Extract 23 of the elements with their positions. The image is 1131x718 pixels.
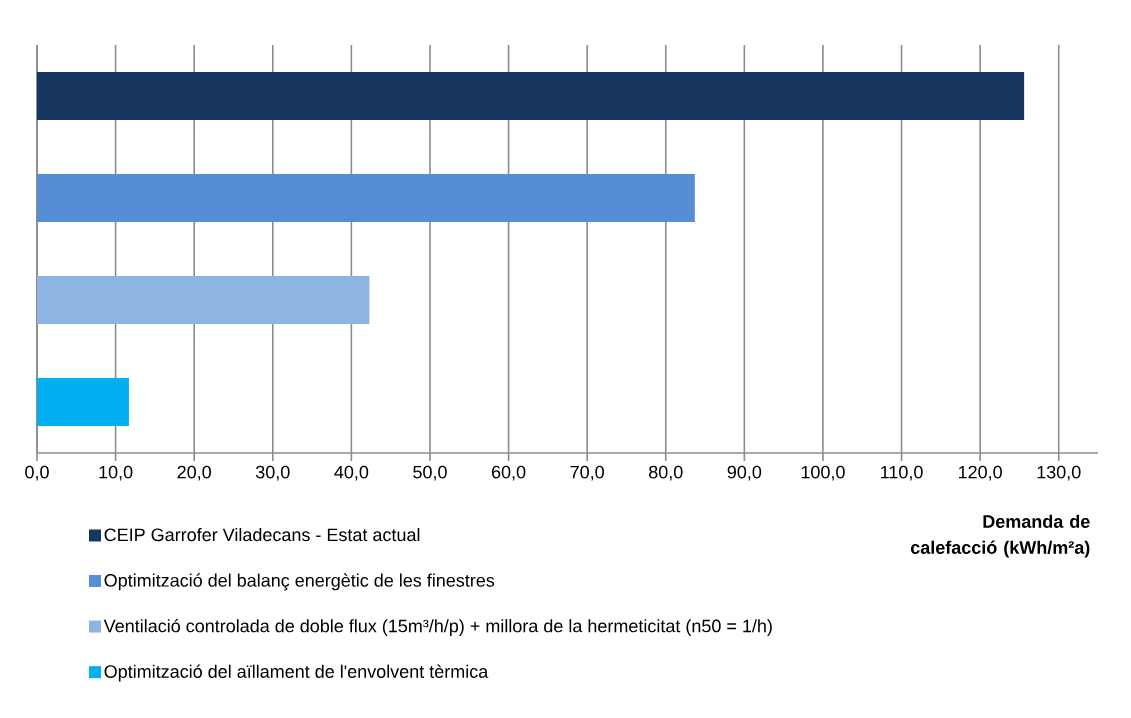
legend-label: CEIP Garrofer Viladecans - Estat actual [104,527,420,542]
x-tick-label: 80,0 [649,465,683,481]
bar [37,276,370,325]
x-tick-label: 120,0 [958,465,1002,481]
x-tick-label: 40,0 [334,465,369,481]
bar [37,174,695,223]
x-tick-label: 50,0 [413,465,447,481]
x-tick-label: 110,0 [881,465,923,481]
x-tick-label: 10,0 [99,465,133,481]
bar [37,72,1025,121]
x-tick-label: 30,0 [255,465,290,481]
x-axis-title: Demanda de calefacció (kWh/m²a) [910,514,1090,558]
x-tick-label: 100,0 [801,465,845,481]
x-tick-label: 0,0 [25,465,49,481]
x-tick-label: 90,0 [727,465,762,481]
legend-label: Optimització del balanç energètic de les finestres [104,573,495,591]
x-tick-label: 60,0 [491,465,526,481]
legend-label: Optimització del aïllament de l'envolvent tèrmica [104,664,489,682]
x-tick-label: 130,0 [1037,465,1081,481]
bar [37,378,129,427]
x-tick-label: 70,0 [570,465,604,481]
x-tick-label: 20,0 [177,465,211,481]
legend-label: Ventilació controlada de doble flux (15m³/h/p) + millora de la hermeticitat (n50 = 1/h) [103,618,772,636]
